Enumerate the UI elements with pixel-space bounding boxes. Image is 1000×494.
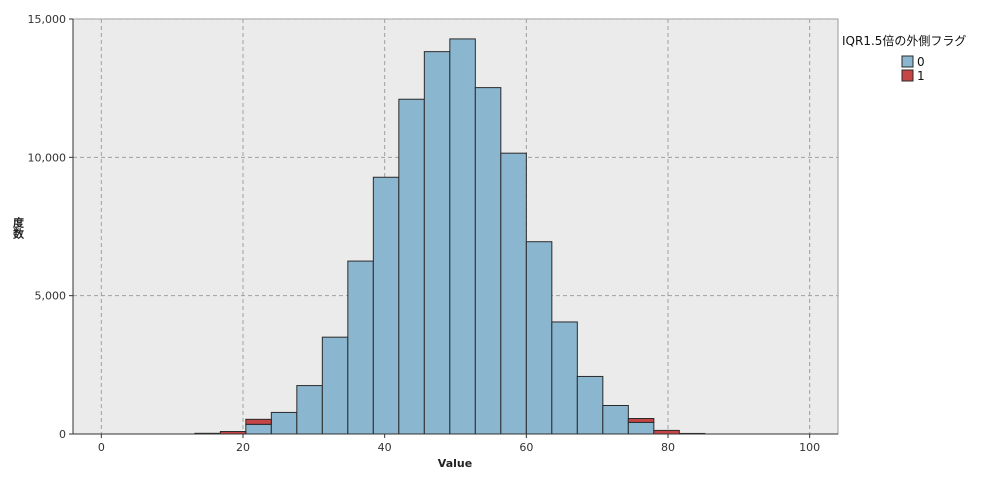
histogram-bar-series-0: [449, 38, 476, 435]
histogram-bar-series-0: [270, 411, 298, 435]
histogram-bar-series-0: [602, 405, 629, 435]
histogram-bar-series-0: [296, 385, 323, 435]
histogram-bar-series-0: [551, 321, 578, 435]
x-tick-label: 0: [98, 441, 105, 454]
legend-title: IQR1.5倍の外側フラグ: [842, 33, 966, 48]
histogram-bar-series-1: [653, 429, 680, 435]
histogram-bar-series-0: [576, 375, 604, 435]
histogram-bar-series-0: [245, 423, 272, 435]
x-tick-label: 60: [519, 441, 533, 454]
legend-swatch-0: [901, 55, 914, 68]
x-tick-label: 80: [661, 441, 675, 454]
histogram-bar-series-0: [525, 241, 553, 435]
histogram-bar-series-1: [245, 418, 272, 425]
x-tick-label: 20: [236, 441, 250, 454]
x-tick-label: 100: [799, 441, 820, 454]
histogram-bar-series-0: [423, 51, 451, 435]
legend-label-1: 1: [917, 69, 925, 83]
y-tick-label: 15,000: [28, 13, 67, 26]
histogram-bar-series-0: [627, 421, 655, 435]
legend-label-0: 0: [917, 55, 925, 69]
x-tick-label: 40: [378, 441, 392, 454]
histogram-bar-series-0: [372, 176, 400, 435]
histogram-bar-series-0: [474, 87, 502, 435]
histogram-bar-series-1: [627, 418, 655, 423]
histogram-bar-series-0: [321, 336, 349, 435]
histogram-bar-series-0: [398, 98, 425, 435]
axes: 0 20 40 60 80 100 0 5,000 10,000 15,000: [28, 13, 838, 454]
y-tick-label: 5,000: [35, 290, 67, 303]
legend-swatch-1: [901, 69, 914, 82]
histogram-bar-series-0: [347, 260, 374, 435]
legend: IQR1.5倍の外側フラグ 0 1: [842, 33, 966, 83]
y-axis-title: 度数: [12, 216, 25, 240]
histogram-bar-series-0: [500, 152, 527, 435]
x-axis-title: Value: [438, 457, 472, 470]
y-tick-label: 0: [59, 428, 66, 441]
y-tick-label: 10,000: [28, 151, 67, 164]
